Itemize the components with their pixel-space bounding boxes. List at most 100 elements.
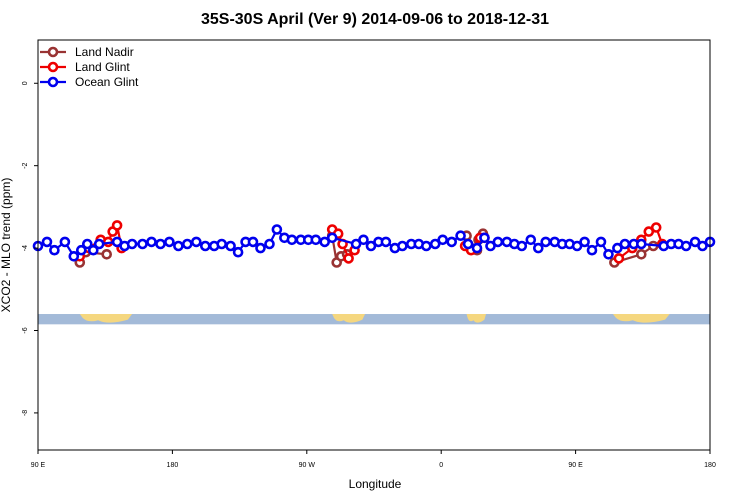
- data-point: [164, 236, 175, 248]
- data-point: [326, 232, 338, 244]
- data-point: [358, 234, 369, 246]
- data-point: [319, 236, 331, 248]
- data-point: [310, 234, 322, 246]
- map-strip: [38, 314, 710, 325]
- y-tick-label: -4: [22, 245, 29, 251]
- x-tick-label: 90 E: [31, 462, 46, 469]
- data-point: [271, 224, 283, 235]
- data-point: [516, 240, 528, 252]
- data-point: [479, 232, 490, 244]
- data-point: [82, 238, 93, 250]
- data-point: [619, 238, 631, 250]
- data-point: [101, 249, 112, 260]
- y-axis-label: XCO2 - MLO trend (ppm): [0, 178, 13, 313]
- data-point: [232, 246, 244, 258]
- legend-item: Land Nadir: [40, 45, 134, 59]
- data-point: [76, 244, 87, 256]
- data-point: [586, 244, 598, 256]
- data-point: [126, 238, 138, 250]
- data-point: [182, 238, 193, 250]
- data-point: [613, 253, 625, 264]
- data-point: [41, 236, 53, 248]
- plot-frame: [37, 39, 711, 451]
- data-point: [612, 242, 623, 254]
- legend-label: Land Glint: [75, 60, 130, 74]
- chart-title: 35S-30S April (Ver 9) 2014-09-06 to 2018…: [201, 11, 549, 28]
- data-point: [216, 238, 227, 250]
- data-point: [255, 242, 266, 254]
- data-point: [350, 238, 362, 250]
- legend-label: Land Nadir: [75, 45, 134, 59]
- data-point: [155, 238, 166, 250]
- data-point: [540, 236, 552, 248]
- data-point: [365, 240, 377, 252]
- data-point: [650, 222, 662, 233]
- x-tick-label: 180: [704, 462, 716, 469]
- series-layer: [32, 220, 716, 268]
- data-point: [380, 236, 392, 248]
- data-point: [525, 234, 537, 246]
- y-axis: 0 -2 -4 -6 -8: [22, 81, 38, 416]
- data-point: [689, 236, 701, 248]
- land-patch: [612, 314, 670, 323]
- data-point: [680, 240, 692, 252]
- data-point: [173, 240, 184, 252]
- data-point: [643, 226, 655, 237]
- data-point: [485, 240, 496, 252]
- x-tick-label: 180: [167, 462, 179, 469]
- data-point: [59, 236, 71, 248]
- data-point: [595, 236, 607, 248]
- data-point: [420, 240, 432, 252]
- x-axis: 90 E 180 90 W 0 90 E 180: [31, 450, 716, 469]
- data-point: [343, 253, 354, 264]
- data-point: [397, 240, 408, 252]
- data-point: [146, 236, 157, 248]
- y-tick-label: 0: [22, 81, 29, 85]
- data-point: [635, 238, 647, 250]
- data-point: [49, 244, 60, 256]
- data-point: [603, 249, 614, 260]
- land-patch: [332, 314, 366, 323]
- x-tick-label: 90 W: [299, 462, 316, 469]
- ocean-band: [38, 314, 710, 325]
- series-ocean-glint: [32, 224, 716, 262]
- legend-label: Ocean Glint: [75, 75, 139, 89]
- data-point: [635, 249, 647, 260]
- data-point: [264, 238, 275, 250]
- legend-item: Land Glint: [40, 60, 130, 74]
- data-point: [532, 242, 544, 254]
- data-point: [225, 240, 236, 252]
- y-tick-label: -2: [22, 162, 29, 168]
- data-point: [471, 242, 483, 254]
- data-point: [697, 240, 708, 252]
- data-point: [200, 240, 211, 252]
- data-point: [68, 250, 80, 262]
- x-tick-label: 90 E: [568, 462, 583, 469]
- y-tick-label: -6: [22, 327, 29, 333]
- data-point: [462, 238, 474, 250]
- data-point: [429, 238, 441, 250]
- data-point: [286, 234, 298, 246]
- data-point: [492, 236, 504, 248]
- data-point: [88, 244, 99, 256]
- land-patch: [79, 314, 133, 323]
- data-point: [137, 238, 148, 250]
- data-point: [571, 240, 583, 252]
- legend-item: Ocean Glint: [40, 75, 139, 89]
- data-point: [191, 236, 202, 248]
- data-point: [111, 236, 123, 248]
- data-point: [247, 236, 259, 248]
- data-point: [579, 236, 590, 248]
- land-patch: [466, 314, 486, 323]
- data-point: [446, 236, 458, 248]
- legend-swatch-marker: [47, 61, 59, 73]
- data-point: [437, 234, 449, 246]
- y-tick-label: -8: [22, 410, 29, 416]
- x-axis-label: Longitude: [349, 477, 402, 491]
- data-point: [93, 238, 105, 250]
- data-point: [455, 230, 466, 241]
- legend-swatch-marker: [47, 76, 59, 88]
- x-tick-label: 0: [439, 462, 443, 469]
